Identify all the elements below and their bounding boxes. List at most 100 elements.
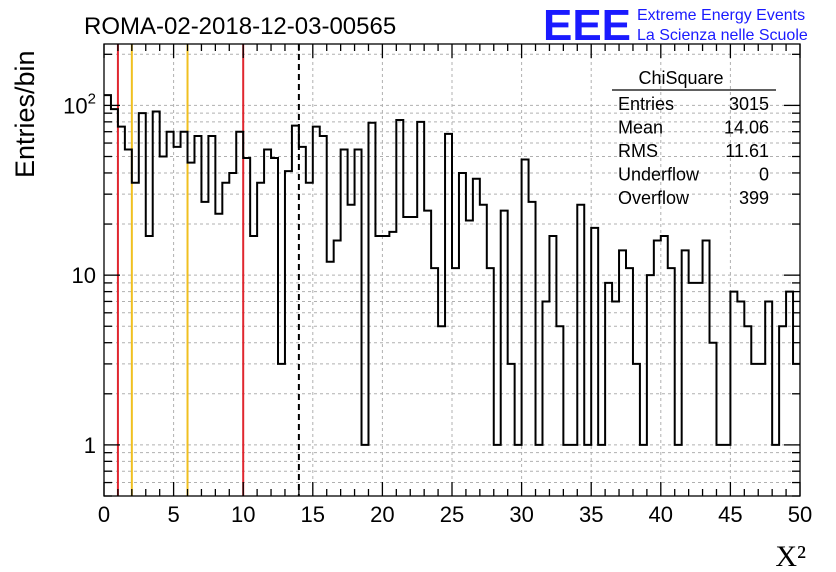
x-tick-label: 45 (718, 502, 742, 527)
stats-label: Entries (618, 94, 674, 114)
x-axis-label: X² (775, 540, 806, 572)
histogram-bin (487, 268, 494, 496)
histogram-bin (765, 301, 772, 496)
histogram-bin (696, 283, 703, 496)
histogram-bin (396, 120, 403, 496)
stats-rows: Entries 3015 Mean 14.06 RMS 11.61 Underflow 0 Ov… (618, 94, 769, 208)
histogram-bin (431, 268, 438, 496)
histogram-bin (174, 147, 181, 496)
histogram-bin (362, 445, 369, 496)
stats-value: 399 (739, 188, 769, 208)
stats-title: ChiSquare (638, 68, 723, 88)
y-tick-labels: 1 10 102 (63, 90, 96, 457)
histogram-bin (410, 217, 417, 496)
histogram-bin (612, 301, 619, 496)
histogram-bin (591, 228, 598, 496)
x-tick-labels: 0 5 10 15 20 25 30 35 40 45 50 (98, 502, 812, 527)
histogram-bin (327, 262, 334, 496)
histogram-bin (703, 241, 710, 496)
histogram-bin (382, 236, 389, 496)
histogram-bin (292, 126, 299, 496)
histogram-bins (104, 95, 800, 496)
histogram-bin (716, 445, 723, 496)
x-tick-label: 15 (301, 502, 325, 527)
histogram-bin (424, 211, 431, 496)
histogram-bin (257, 183, 264, 496)
histogram-bin (786, 292, 793, 496)
stats-label: Underflow (618, 165, 700, 185)
histogram-bin (118, 127, 125, 496)
histogram-bin (375, 236, 382, 496)
histogram-bin (278, 364, 285, 496)
histogram-bin (104, 95, 111, 496)
histogram-bin (654, 241, 661, 496)
axis-ticks (103, 44, 801, 497)
histogram-bin (389, 232, 396, 496)
histogram-bin (271, 158, 278, 496)
histogram-bin (132, 183, 139, 496)
histogram-bin (577, 205, 584, 496)
histogram-bin (549, 236, 556, 496)
histogram-bin (598, 445, 605, 496)
histogram-bin (661, 236, 668, 496)
histogram-bin (668, 268, 675, 496)
histogram-bin (250, 236, 257, 496)
histogram-bin (626, 268, 633, 496)
stats-value: 14.06 (724, 118, 769, 138)
stats-value: 0 (759, 165, 769, 185)
y-axis-label: Entries/bin (10, 50, 40, 178)
x-tick-label: 40 (649, 502, 673, 527)
histogram-bin (710, 343, 717, 496)
histogram-bin (570, 445, 577, 496)
y-tick-label: 10 (72, 263, 96, 288)
histogram-bin (466, 220, 473, 496)
histogram-bin (605, 283, 612, 496)
stats-value: 3015 (729, 94, 769, 114)
histogram-bin (139, 113, 146, 496)
histogram-bin (194, 136, 201, 496)
histogram-bin (515, 445, 522, 496)
eee-logo: EEE Extreme Energy Events La Scienza nel… (543, 1, 808, 50)
histogram-outline (104, 94, 800, 446)
histogram-bin (181, 132, 188, 496)
histogram-bin (522, 160, 529, 496)
histogram-bin (125, 149, 132, 496)
histogram-bin (737, 301, 744, 496)
histogram-bin (368, 123, 375, 496)
histogram-bin (243, 158, 250, 496)
x-tick-label: 5 (167, 502, 179, 527)
stats-value: 11.61 (725, 141, 769, 161)
histogram-bin (188, 163, 195, 496)
logo-line-1: Extreme Energy Events (637, 7, 805, 24)
y-tick-label: 102 (63, 90, 96, 118)
histogram-bin (536, 445, 543, 496)
logo-line-2: La Scienza nelle Scuole (637, 27, 808, 44)
histogram-bin (584, 445, 591, 496)
histogram-bin (201, 202, 208, 496)
histogram-bin (640, 445, 647, 496)
histogram-bin (403, 217, 410, 496)
histogram-bin (111, 109, 118, 496)
histogram-bin (320, 136, 327, 496)
x-tick-label: 0 (98, 502, 110, 527)
histogram-bin (793, 364, 800, 496)
stats-box: ChiSquare Entries 3015 Mean 14.06 RMS 11.61 Un… (612, 68, 776, 208)
histogram-bin (480, 205, 487, 496)
histogram-bin (445, 134, 452, 496)
histogram-bin (689, 283, 696, 496)
histogram-bin (529, 202, 536, 496)
histogram-bin (313, 127, 320, 496)
histogram-bin (299, 147, 306, 496)
histogram-bin (619, 250, 626, 496)
histogram-bin (341, 149, 348, 496)
x-tick-label: 30 (509, 502, 533, 527)
histogram-bin (285, 171, 292, 496)
histogram-bin (459, 173, 466, 496)
x-tick-label: 20 (370, 502, 394, 527)
histogram-bin (160, 157, 167, 496)
histogram-bin (682, 250, 689, 496)
histogram-bin (647, 275, 654, 496)
histogram-bin (675, 445, 682, 496)
histogram-bin (236, 132, 243, 496)
